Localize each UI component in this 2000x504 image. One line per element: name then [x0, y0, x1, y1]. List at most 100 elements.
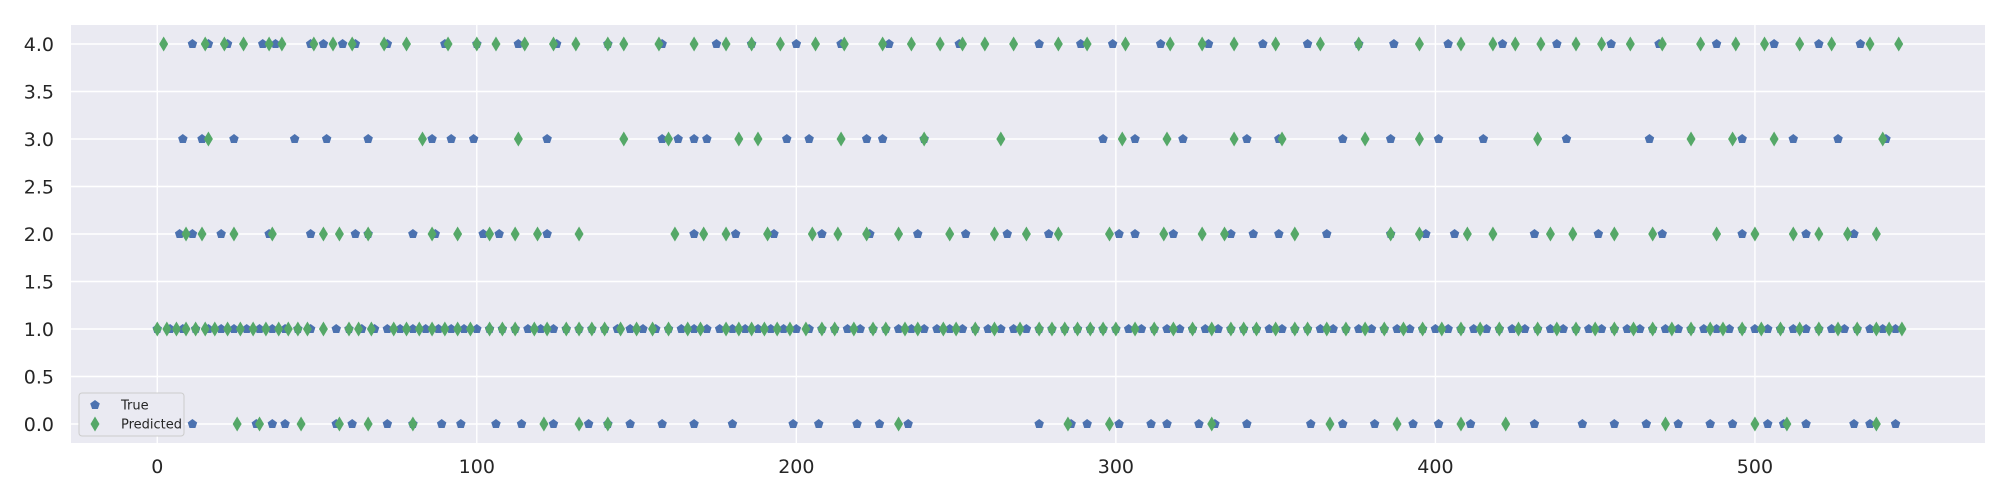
legend: True Predicted: [78, 392, 185, 437]
predicted-point: [472, 36, 482, 52]
predicted-point: [223, 321, 233, 337]
predicted-point: [200, 321, 210, 337]
predicted-point: [1303, 321, 1313, 337]
true-point: [542, 134, 552, 143]
true-point: [1705, 419, 1715, 428]
true-point: [446, 134, 456, 143]
true-point: [960, 229, 971, 238]
predicted-point: [1571, 36, 1581, 52]
true-point: [1890, 419, 1901, 428]
legend-label-true: True: [120, 399, 149, 414]
predicted-point: [970, 321, 980, 337]
predicted-point: [996, 131, 1006, 147]
predicted-point: [616, 321, 626, 337]
true-point: [1801, 419, 1811, 428]
predicted-point: [1229, 36, 1239, 52]
predicted-point: [1488, 226, 1498, 242]
true-point: [197, 134, 207, 143]
predicted-point: [1226, 321, 1236, 337]
predicted-point: [1414, 36, 1424, 52]
true-point: [727, 419, 738, 428]
true-point: [766, 324, 776, 333]
true-point: [536, 324, 546, 333]
predicted-point: [1884, 321, 1894, 337]
true-point: [1385, 134, 1396, 143]
true-point: [331, 324, 341, 333]
true-point: [1200, 324, 1211, 333]
true-point: [1724, 324, 1735, 333]
true-point: [1660, 324, 1671, 333]
true-point: [1507, 324, 1517, 333]
true-point: [817, 229, 827, 238]
true-point: [702, 324, 712, 333]
true-point: [1258, 39, 1268, 48]
y-tick-label: 2.0: [24, 224, 54, 246]
predicted-point: [1737, 321, 1747, 337]
true-point: [1242, 419, 1252, 428]
x-tick-label: 200: [778, 456, 814, 478]
true-point: [187, 229, 198, 238]
predicted-point: [491, 36, 501, 52]
true-point: [689, 229, 699, 238]
predicted-point: [699, 226, 709, 242]
predicted-point: [1392, 416, 1402, 432]
predicted-point: [747, 321, 757, 337]
true-point: [1839, 324, 1850, 333]
predicted-point: [1229, 131, 1239, 147]
predicted-point: [219, 36, 229, 52]
y-tick-label: 4.0: [24, 34, 54, 56]
predicted-point: [1750, 416, 1760, 432]
predicted-point: [296, 416, 306, 432]
true-point: [1306, 419, 1316, 428]
predicted-point: [1552, 321, 1562, 337]
true-point: [420, 324, 431, 333]
true-point: [842, 324, 853, 333]
true-point: [1175, 324, 1185, 333]
true-point: [187, 39, 198, 48]
predicted-point: [1660, 416, 1670, 432]
predicted-point: [689, 36, 699, 52]
predicted-point: [695, 321, 705, 337]
true-point: [1162, 324, 1172, 333]
true-point: [1469, 324, 1479, 333]
true-point: [711, 39, 722, 48]
predicted-point: [159, 36, 169, 52]
true-point: [1328, 324, 1338, 333]
true-point: [861, 134, 872, 143]
predicted-point: [1590, 321, 1600, 337]
predicted-point: [1609, 226, 1619, 242]
predicted-point: [1354, 36, 1364, 52]
predicted-point: [453, 226, 463, 242]
predicted-point: [1117, 131, 1127, 147]
true-point: [788, 419, 798, 428]
predicted-point: [894, 416, 904, 432]
true-point: [337, 39, 348, 48]
true-point: [1136, 324, 1147, 333]
predicted-point: [363, 416, 373, 432]
true-point: [1044, 229, 1054, 238]
predicted-point: [1120, 36, 1130, 52]
true-point: [657, 419, 667, 428]
predicted-point: [274, 321, 284, 337]
true-point: [1890, 324, 1901, 333]
x-tick-label: 500: [1737, 456, 1773, 478]
predicted-point: [1597, 36, 1607, 52]
predicted-point: [1686, 321, 1696, 337]
predicted-point: [654, 36, 664, 52]
predicted-point: [1104, 226, 1114, 242]
true-point: [1763, 324, 1773, 333]
true-point: [1389, 39, 1399, 48]
predicted-point: [919, 131, 929, 147]
true-point: [1855, 39, 1866, 48]
predicted-point: [1271, 36, 1281, 52]
true-point: [436, 419, 447, 428]
true-point: [542, 229, 552, 238]
true-point: [1114, 419, 1124, 428]
predicted-point: [1705, 321, 1715, 337]
true-point: [548, 324, 559, 333]
predicted-point: [347, 36, 357, 52]
series-predicted: [152, 36, 1907, 432]
predicted-point: [255, 416, 265, 432]
predicted-point: [1871, 416, 1881, 432]
